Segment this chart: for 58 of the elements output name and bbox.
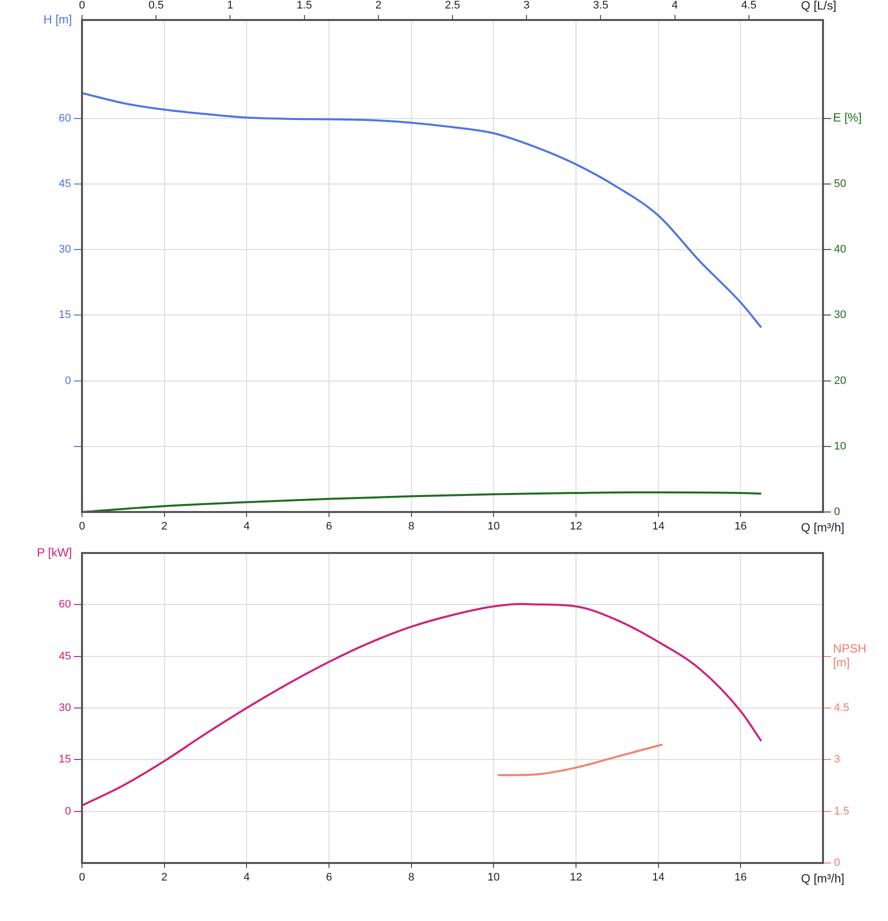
y-tick-label: 30 — [58, 244, 71, 256]
y-tick-label: 45 — [58, 178, 71, 190]
y2-tick-label: 4.5 — [834, 702, 850, 714]
y-tick-label: 30 — [58, 702, 71, 714]
y-tick-label: 0 — [64, 805, 71, 818]
line-series — [496, 744, 664, 776]
x-axis-title: Q [m³/h] — [801, 520, 844, 534]
x2-tick-label: 3 — [524, 0, 530, 12]
x2-tick-label: 2 — [375, 0, 382, 12]
x-tick-label: 2 — [161, 520, 168, 533]
x2-tick-label: 0 — [78, 0, 86, 12]
x2-tick-label: 4.5 — [741, 0, 757, 12]
x-tick-label: 16 — [734, 872, 747, 884]
x-tick-label: 6 — [326, 520, 332, 533]
y2-axis-title: E [%] — [833, 110, 862, 125]
x2-tick-label: 3.5 — [593, 0, 608, 12]
x-tick-label: 2 — [161, 872, 168, 884]
x-tick-label: 4 — [244, 520, 250, 533]
x-tick-label: 10 — [488, 520, 500, 533]
x-tick-label: 14 — [652, 520, 664, 533]
y-tick-label: 45 — [58, 650, 71, 662]
x-tick-label: 6 — [326, 872, 332, 884]
x-tick-label: 10 — [488, 872, 500, 884]
x2-tick-label: 2.5 — [444, 0, 460, 12]
y2-tick-label: 50 — [834, 178, 846, 190]
line-series — [82, 92, 762, 328]
y2-tick-label: 10 — [834, 440, 846, 452]
x-tick-label: 8 — [408, 520, 414, 533]
y-axis-title: H [m] — [43, 12, 72, 26]
y2-tick-label: 0 — [834, 857, 840, 870]
y-tick-label: 60 — [58, 598, 71, 611]
x-tick-label: 4 — [244, 872, 250, 884]
x-tick-label: 8 — [408, 872, 414, 884]
x-tick-label: 16 — [734, 520, 747, 533]
line-series — [82, 602, 762, 806]
y2-axis-title: NPSH [m] — [833, 642, 866, 670]
x-tick-label: 12 — [570, 872, 582, 884]
y-tick-label: 15 — [58, 309, 71, 322]
y2-tick-label: 0 — [834, 506, 840, 518]
y2-tick-label: 3 — [834, 754, 840, 766]
y-tick-label: 0 — [64, 374, 71, 387]
y2-tick-label: 20 — [834, 374, 846, 387]
x-axis-title: Q [m³/h] — [801, 871, 844, 886]
x2-axis-title: Q [L/s] — [801, 0, 836, 12]
y-axis-title: P [kW] — [36, 545, 72, 560]
x-tick-label: 12 — [570, 520, 582, 533]
x-tick-label: 14 — [652, 872, 664, 884]
x-tick-label: 0 — [78, 520, 86, 533]
y2-tick-label: 1.5 — [834, 805, 850, 818]
x-tick-label: 0 — [78, 872, 86, 884]
x2-tick-label: 4 — [672, 0, 678, 12]
y-tick-label: 15 — [58, 754, 71, 766]
x2-tick-label: 1 — [227, 0, 234, 12]
y2-tick-label: 40 — [834, 244, 846, 256]
x2-tick-label: 0.5 — [148, 0, 164, 12]
y-tick-label: 60 — [58, 112, 71, 124]
x2-tick-label: 1.5 — [296, 0, 312, 12]
y2-tick-label: 30 — [834, 309, 846, 322]
